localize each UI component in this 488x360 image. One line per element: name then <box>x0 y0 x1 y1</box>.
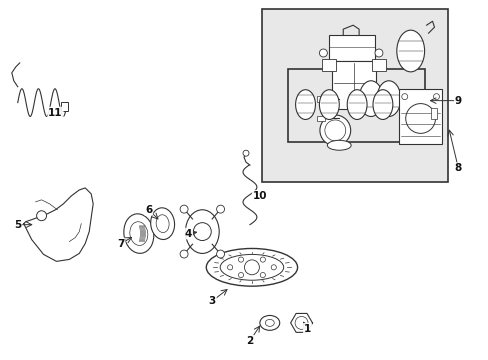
Circle shape <box>180 205 188 213</box>
Text: 1: 1 <box>303 324 310 334</box>
Circle shape <box>37 211 46 221</box>
Circle shape <box>260 257 265 262</box>
Text: 3: 3 <box>208 296 215 306</box>
Text: 9: 9 <box>454 96 461 105</box>
Text: 8: 8 <box>454 163 461 173</box>
Ellipse shape <box>259 315 279 330</box>
Circle shape <box>227 265 232 270</box>
Circle shape <box>271 265 276 270</box>
Bar <box>328 35 374 61</box>
Text: 4: 4 <box>184 229 192 239</box>
Bar <box>317 116 325 121</box>
Circle shape <box>401 94 407 100</box>
Circle shape <box>243 150 248 156</box>
Circle shape <box>294 316 307 329</box>
Circle shape <box>319 49 326 57</box>
Ellipse shape <box>372 90 392 120</box>
Ellipse shape <box>376 81 400 117</box>
Bar <box>332 61 375 109</box>
Bar <box>371 59 385 71</box>
Circle shape <box>193 223 211 240</box>
Ellipse shape <box>206 248 297 286</box>
Ellipse shape <box>319 90 339 120</box>
Bar <box>287 69 424 142</box>
Bar <box>262 9 447 182</box>
Ellipse shape <box>326 140 350 150</box>
Circle shape <box>433 94 439 100</box>
Ellipse shape <box>129 222 147 246</box>
Circle shape <box>260 273 265 278</box>
Ellipse shape <box>295 90 315 120</box>
Circle shape <box>180 250 188 258</box>
Text: 6: 6 <box>145 205 152 215</box>
Circle shape <box>244 260 259 275</box>
Bar <box>61 102 68 111</box>
Bar <box>317 96 325 102</box>
Text: 2: 2 <box>246 336 253 346</box>
Bar <box>398 89 442 144</box>
Ellipse shape <box>346 90 366 120</box>
Ellipse shape <box>150 208 174 239</box>
Bar <box>429 108 436 120</box>
Circle shape <box>374 49 382 57</box>
Text: 5: 5 <box>14 220 21 230</box>
Text: 7: 7 <box>117 239 124 248</box>
Text: 11: 11 <box>48 108 62 117</box>
Ellipse shape <box>123 214 154 253</box>
Circle shape <box>216 205 224 213</box>
Circle shape <box>324 120 345 141</box>
Ellipse shape <box>220 255 283 280</box>
Ellipse shape <box>396 30 424 72</box>
Text: 10: 10 <box>252 191 266 201</box>
Ellipse shape <box>185 210 219 253</box>
Ellipse shape <box>156 215 169 233</box>
Ellipse shape <box>358 81 382 117</box>
Circle shape <box>216 250 224 258</box>
Circle shape <box>319 115 350 146</box>
Circle shape <box>238 273 243 278</box>
Circle shape <box>405 104 435 133</box>
Ellipse shape <box>265 319 274 327</box>
Circle shape <box>238 257 243 262</box>
Bar <box>322 59 336 71</box>
